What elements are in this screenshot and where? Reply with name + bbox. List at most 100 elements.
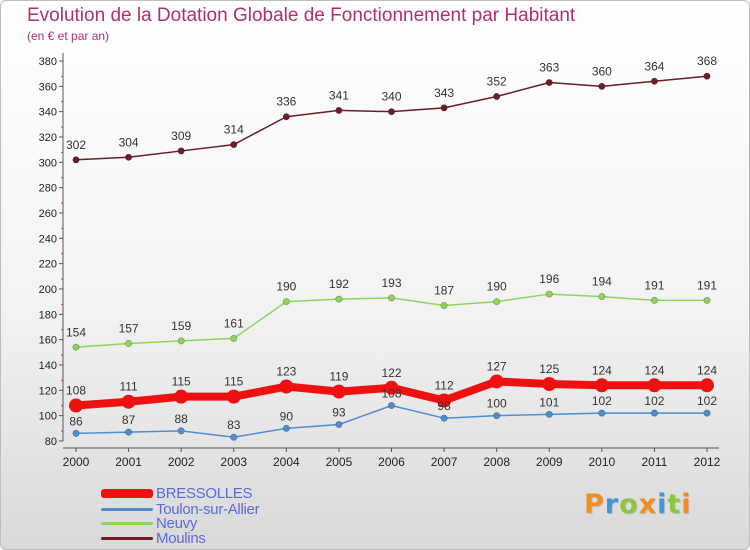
data-label-moulins: 309 (171, 129, 191, 143)
data-point-neuvy (335, 295, 343, 303)
series-layer (69, 72, 714, 441)
y-tick-label: 240 (39, 233, 57, 245)
y-tick-label: 140 (39, 360, 57, 372)
data-point-toulon-sur-allier (125, 428, 133, 436)
data-point-bressolles (226, 389, 241, 404)
data-point-moulins (335, 106, 343, 114)
y-tick-label: 200 (39, 284, 57, 296)
chart-title: Evolution de la Dotation Globale de Fonc… (27, 5, 576, 26)
data-label-bressolles: 123 (276, 365, 296, 379)
proxiti-logo: Proxiti (584, 489, 692, 520)
data-label-bressolles: 111 (119, 380, 138, 394)
data-point-bressolles (384, 380, 399, 395)
legend-item-neuvy: Neuvy (101, 515, 197, 532)
legend-item-toulon: Toulon-sur-Allier (101, 500, 260, 518)
x-tick-label: 2009 (536, 455, 563, 469)
y-tick-label: 220 (39, 259, 57, 271)
data-label-neuvy: 187 (434, 283, 454, 297)
data-label-bressolles: 124 (697, 363, 717, 377)
data-point-toulon-sur-allier (335, 421, 343, 429)
data-label-bressolles: 124 (592, 363, 612, 377)
data-label-toulon-sur-allier: 100 (487, 397, 507, 411)
data-point-moulins (440, 104, 448, 112)
data-point-toulon-sur-allier (598, 409, 606, 417)
y-tick-label: 340 (39, 107, 57, 119)
x-tick-label: 2002 (168, 455, 195, 469)
x-tick-label: 2007 (431, 455, 458, 469)
data-label-toulon-sur-allier: 87 (122, 413, 136, 427)
y-tick-label: 260 (39, 208, 57, 220)
data-point-moulins (282, 113, 290, 121)
data-point-toulon-sur-allier (282, 424, 290, 432)
data-point-neuvy (230, 334, 238, 342)
data-label-moulins: 336 (276, 95, 296, 109)
y-tick-label: 120 (39, 385, 57, 397)
data-point-bressolles (542, 377, 557, 391)
data-point-bressolles (331, 384, 346, 399)
data-point-neuvy (125, 339, 133, 347)
data-label-toulon-sur-allier: 101 (539, 395, 559, 409)
data-point-moulins (650, 77, 658, 85)
x-tick-label: 2010 (588, 455, 615, 469)
data-point-toulon-sur-allier (545, 410, 553, 418)
data-label-toulon-sur-allier: 88 (174, 412, 188, 426)
data-label-neuvy: 194 (592, 275, 612, 289)
data-point-neuvy (598, 293, 606, 301)
data-label-neuvy: 193 (381, 276, 401, 290)
legend-label-toulon: Toulon-sur-Allier (156, 500, 260, 518)
data-label-moulins: 314 (224, 123, 244, 137)
x-tick-label: 2003 (220, 455, 247, 469)
data-point-bressolles (121, 394, 136, 409)
x-tick-label: 2006 (378, 455, 405, 469)
y-tick-label: 80 (45, 436, 57, 448)
legend-swatch-toulon (101, 507, 153, 511)
y-tick-label: 360 (39, 81, 57, 93)
legend-item-bressolles: BRESSOLLES (101, 484, 253, 502)
data-point-neuvy (282, 298, 290, 306)
data-label-neuvy: 192 (329, 277, 349, 291)
y-tick-label: 180 (39, 309, 57, 321)
data-label-moulins: 363 (539, 61, 559, 75)
data-point-neuvy (440, 301, 448, 309)
x-tick-label: 2012 (694, 455, 721, 469)
data-point-bressolles (437, 393, 452, 408)
y-tick-label: 380 (39, 56, 57, 68)
data-label-toulon-sur-allier: 108 (381, 387, 401, 401)
data-label-bressolles: 108 (66, 384, 86, 398)
logo-letter: r (604, 489, 620, 520)
data-point-toulon-sur-allier (440, 414, 448, 422)
legend-label-bressolles: BRESSOLLES (156, 484, 253, 502)
data-label-neuvy: 190 (276, 280, 296, 294)
data-point-moulins (545, 79, 553, 87)
data-point-bressolles (700, 378, 714, 393)
chart-subtitle: (en € et par an) (27, 29, 110, 43)
data-label-bressolles: 125 (539, 362, 559, 376)
data-label-moulins: 343 (434, 86, 454, 100)
data-label-toulon-sur-allier: 98 (437, 399, 451, 413)
legend-label-moulins: Moulins (156, 529, 206, 547)
data-label-toulon-sur-allier: 102 (644, 394, 664, 408)
data-label-neuvy: 191 (644, 278, 664, 292)
data-label-moulins: 304 (119, 135, 139, 149)
data-point-neuvy (493, 298, 501, 306)
data-label-bressolles: 115 (172, 375, 191, 389)
data-point-toulon-sur-allier (493, 412, 501, 420)
data-label-moulins: 302 (66, 138, 86, 152)
data-label-neuvy: 196 (539, 272, 559, 286)
data-point-bressolles (647, 378, 662, 393)
data-label-moulins: 360 (592, 64, 612, 78)
data-point-bressolles (279, 379, 294, 394)
data-label-bressolles: 122 (381, 366, 401, 380)
data-label-bressolles: 124 (644, 363, 664, 377)
data-label-toulon-sur-allier: 102 (592, 394, 612, 408)
data-label-neuvy: 190 (487, 280, 507, 294)
data-label-moulins: 364 (644, 59, 664, 73)
data-point-neuvy (177, 337, 185, 345)
data-point-toulon-sur-allier (703, 409, 711, 417)
data-point-neuvy (650, 296, 658, 304)
legend-swatch-bressolles (101, 488, 153, 498)
data-point-toulon-sur-allier (230, 433, 238, 441)
y-tick-label: 320 (39, 132, 57, 144)
data-point-moulins (72, 156, 80, 164)
logo-letter: i (657, 489, 668, 520)
